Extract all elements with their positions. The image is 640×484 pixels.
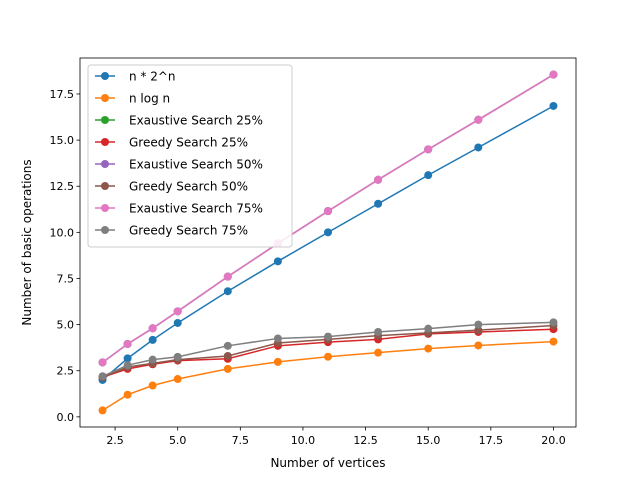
data-point [223,351,232,360]
data-point [173,307,182,316]
data-point [148,335,157,344]
legend-label: Exaustive Search 50% [129,158,263,172]
legend-item: Exaustive Search 25% [95,114,263,128]
data-point [474,341,483,350]
data-point [424,171,433,180]
x-tick-label: 2.5 [106,434,124,447]
data-point [324,228,332,237]
data-point [148,381,157,390]
legend-label: n log n [129,92,170,106]
y-tick-label: 7.5 [57,272,75,285]
y-tick-label: 10.0 [50,226,75,239]
y-axis-label: Number of basic operations [20,159,34,325]
legend-marker [101,226,109,234]
data-point [123,339,132,348]
legend-marker [101,204,109,212]
data-point [273,257,282,266]
y-axis: 0.0 2.5 5.0 7.5 10.0 12.5 15.0 17.5 [50,88,80,424]
data-point [173,375,182,384]
data-point [223,341,232,350]
legend-label: Greedy Search 25% [129,136,248,150]
data-point [474,115,483,124]
legend-item: n * 2^n [95,70,176,84]
data-point [549,318,558,327]
data-point [474,143,483,152]
legend-marker [101,116,109,124]
x-tick-label: 5.0 [169,434,187,447]
legend-item: Greedy Search 50% [95,180,248,194]
y-tick-label: 5.0 [57,319,75,332]
legend-label: n * 2^n [129,70,176,84]
legend-marker [101,138,109,146]
data-point [273,334,282,343]
data-point [324,332,332,341]
legend-item: Exaustive Search 50% [95,158,263,172]
data-point [98,358,107,367]
data-point [374,327,383,336]
legend-marker [101,72,109,80]
y-tick-label: 0.0 [57,411,75,424]
legend-box [87,64,293,248]
data-point [324,352,332,361]
legend-item: Exaustive Search 75% [95,202,263,216]
data-point [173,352,182,361]
legend-item: Greedy Search 75% [95,224,248,238]
data-point [474,320,483,329]
x-tick-label: 15.0 [416,434,441,447]
data-point [148,355,157,364]
series-1 [98,101,558,384]
legend-marker [101,94,109,102]
x-tick-label: 20.0 [541,434,566,447]
series-8 [98,318,558,381]
x-axis: 2.5 5.0 7.5 10.0 12.5 15.0 17.5 20.0 [106,427,566,447]
legend-label: Greedy Search 75% [129,224,248,238]
data-point [123,354,132,363]
data-point [123,390,132,399]
legend-label: Exaustive Search 75% [129,202,263,216]
legend-marker [101,182,109,190]
data-point [374,175,383,184]
legend-label: Greedy Search 50% [129,180,248,194]
legend: n * 2^n n log n Exaustive Search 25% Greedy… [87,64,293,248]
x-tick-label: 7.5 [232,434,250,447]
y-tick-label: 12.5 [50,180,75,193]
data-point [424,145,433,154]
x-tick-label: 10.0 [291,434,316,447]
data-point [98,406,107,415]
legend-item: n log n [95,92,170,106]
data-point [424,344,433,353]
x-tick-label: 17.5 [479,434,504,447]
data-point [374,199,383,208]
legend-marker [101,160,109,168]
data-point [549,70,558,79]
axes-frame [79,57,577,428]
x-tick-label: 12.5 [353,434,378,447]
legend-label: Exaustive Search 25% [129,114,263,128]
data-point [273,357,282,366]
data-point [173,318,182,327]
data-point [424,324,433,333]
series-2 [98,337,558,415]
data-point [374,348,383,357]
y-tick-label: 17.5 [50,88,75,101]
data-point [549,337,558,346]
x-axis-label: Number of vertices [270,456,385,470]
legend-item: Greedy Search 25% [95,136,248,150]
y-tick-label: 2.5 [57,365,75,378]
data-point [223,272,232,281]
data-point [98,372,107,381]
data-point [474,326,483,335]
y-tick-label: 15.0 [50,134,75,147]
data-point [123,361,132,370]
data-point [148,324,157,333]
data-point [324,207,332,216]
data-point [549,101,558,110]
data-point [223,287,232,296]
data-point [223,364,232,373]
